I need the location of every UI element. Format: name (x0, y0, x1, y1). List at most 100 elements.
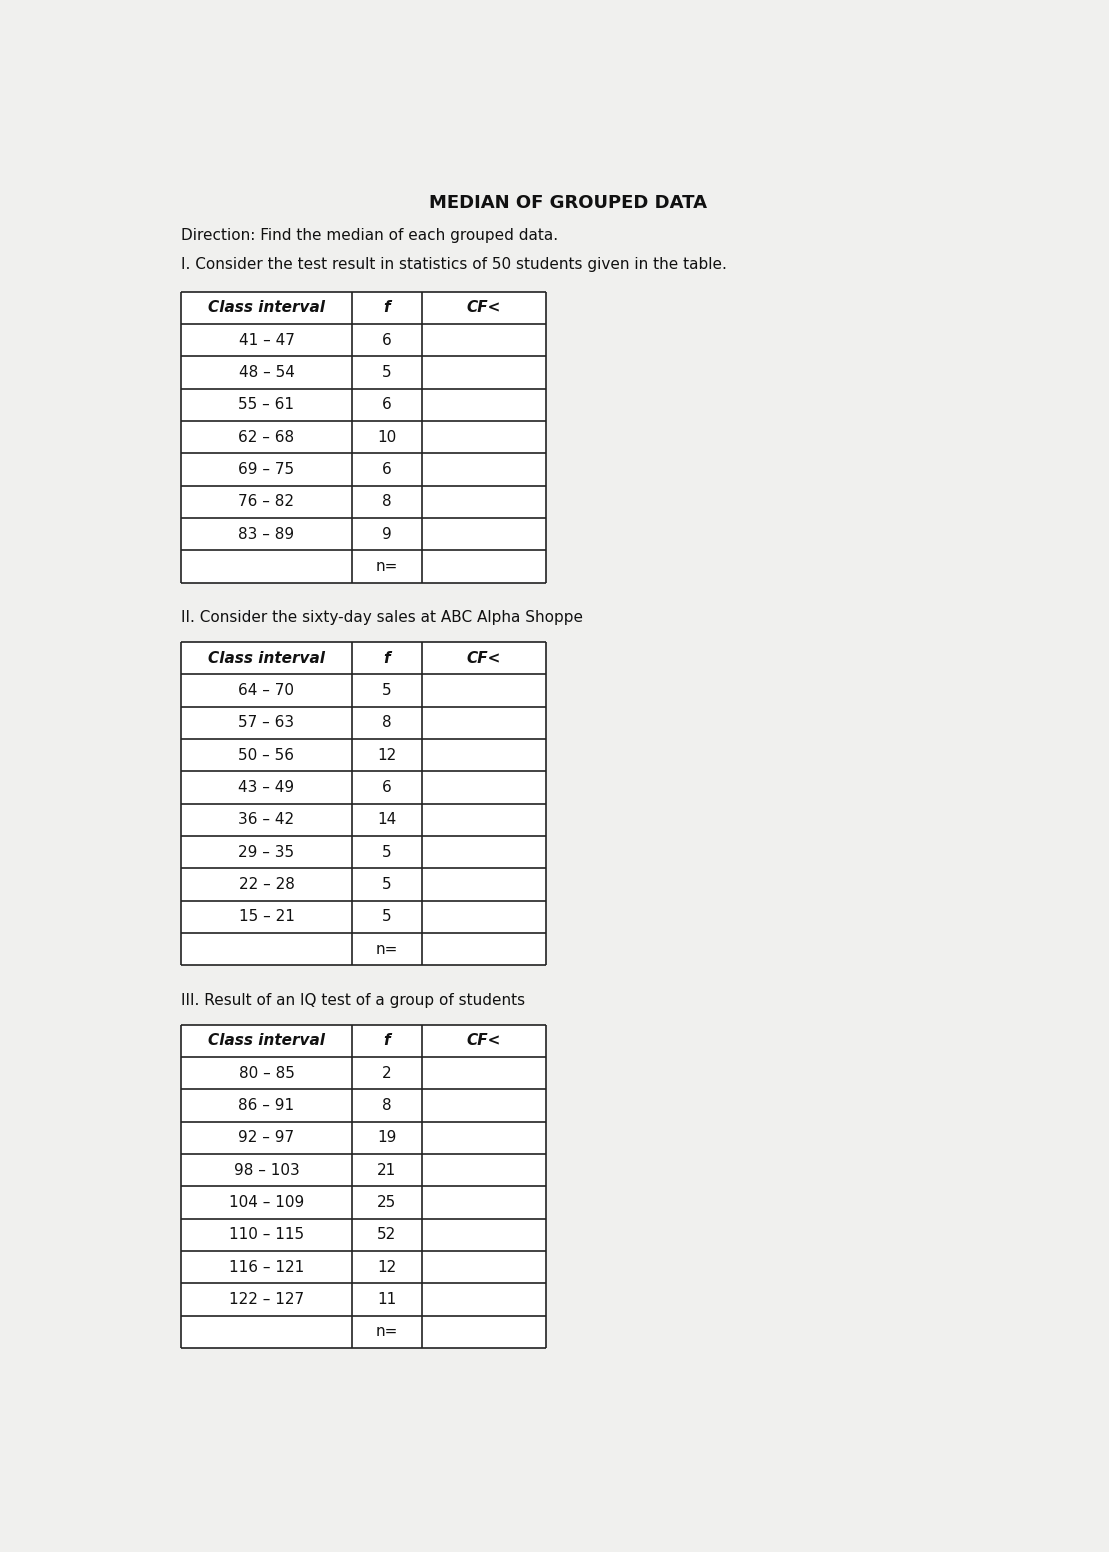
Text: 83 – 89: 83 – 89 (238, 526, 295, 542)
Text: Class interval: Class interval (208, 650, 325, 666)
Text: MEDIAN OF GROUPED DATA: MEDIAN OF GROUPED DATA (429, 194, 708, 213)
Bar (181, 1316, 352, 1349)
Text: 104 – 109: 104 – 109 (228, 1195, 304, 1211)
Bar (352, 869, 421, 900)
Text: 22 – 28: 22 – 28 (238, 877, 294, 892)
Text: 6: 6 (381, 462, 391, 476)
Bar (181, 453, 352, 486)
Text: 9: 9 (381, 526, 391, 542)
Bar (181, 486, 352, 518)
Bar (352, 837, 421, 869)
Bar (421, 900, 546, 933)
Bar (181, 551, 352, 584)
Text: 2: 2 (381, 1066, 391, 1080)
Bar (181, 518, 352, 551)
Bar (181, 739, 352, 771)
Bar (421, 1186, 546, 1218)
Text: 57 – 63: 57 – 63 (238, 715, 295, 731)
Bar (181, 771, 352, 804)
Bar (421, 869, 546, 900)
Text: 48 – 54: 48 – 54 (238, 365, 294, 380)
Bar (181, 1057, 352, 1090)
Bar (181, 1218, 352, 1251)
Bar (352, 1284, 421, 1316)
Text: 6: 6 (381, 781, 391, 795)
Bar (421, 453, 546, 486)
Bar (352, 1316, 421, 1349)
Bar (352, 1218, 421, 1251)
Bar (352, 292, 421, 324)
Bar (181, 900, 352, 933)
Bar (181, 869, 352, 900)
Bar (421, 1057, 546, 1090)
Bar (181, 1155, 352, 1186)
Bar (352, 739, 421, 771)
Bar (421, 388, 546, 421)
Bar (421, 1218, 546, 1251)
Bar (421, 1316, 546, 1349)
Bar (352, 357, 421, 388)
Bar (352, 551, 421, 584)
Text: 76 – 82: 76 – 82 (238, 495, 295, 509)
Bar (421, 643, 546, 675)
Bar (181, 706, 352, 739)
Text: 6: 6 (381, 332, 391, 348)
Bar (181, 324, 352, 357)
Text: Class interval: Class interval (208, 1034, 325, 1049)
Bar (352, 900, 421, 933)
Bar (352, 1090, 421, 1122)
Bar (421, 518, 546, 551)
Text: 5: 5 (381, 683, 391, 698)
Bar (352, 518, 421, 551)
Bar (421, 706, 546, 739)
Bar (181, 1024, 352, 1057)
Bar (181, 421, 352, 453)
Text: f: f (384, 301, 390, 315)
Bar (352, 1155, 421, 1186)
Text: 12: 12 (377, 1260, 396, 1274)
Bar (421, 739, 546, 771)
Bar (421, 1024, 546, 1057)
Text: 55 – 61: 55 – 61 (238, 397, 295, 413)
Text: 116 – 121: 116 – 121 (228, 1260, 304, 1274)
Bar (181, 388, 352, 421)
Bar (421, 486, 546, 518)
Text: 5: 5 (381, 877, 391, 892)
Text: 110 – 115: 110 – 115 (228, 1228, 304, 1243)
Text: 98 – 103: 98 – 103 (234, 1162, 299, 1178)
Text: 25: 25 (377, 1195, 396, 1211)
Text: I. Consider the test result in statistics of 50 students given in the table.: I. Consider the test result in statistic… (181, 258, 728, 272)
Text: 41 – 47: 41 – 47 (238, 332, 294, 348)
Text: f: f (384, 1034, 390, 1049)
Bar (181, 357, 352, 388)
Bar (181, 1122, 352, 1155)
Text: 21: 21 (377, 1162, 396, 1178)
Text: Class interval: Class interval (208, 301, 325, 315)
Bar (352, 643, 421, 675)
Text: CF<: CF< (466, 650, 500, 666)
Text: 14: 14 (377, 812, 396, 827)
Bar (352, 486, 421, 518)
Text: 19: 19 (377, 1130, 396, 1145)
Bar (181, 643, 352, 675)
Bar (421, 357, 546, 388)
Bar (352, 453, 421, 486)
Text: 8: 8 (381, 715, 391, 731)
Text: 5: 5 (381, 365, 391, 380)
Bar (421, 804, 546, 837)
Bar (421, 1284, 546, 1316)
Bar (181, 675, 352, 706)
Bar (352, 706, 421, 739)
Text: 92 – 97: 92 – 97 (238, 1130, 295, 1145)
Text: 6: 6 (381, 397, 391, 413)
Text: 8: 8 (381, 1099, 391, 1113)
Text: 12: 12 (377, 748, 396, 762)
Text: Direction: Find the median of each grouped data.: Direction: Find the median of each group… (181, 228, 558, 244)
Bar (352, 1057, 421, 1090)
Text: II. Consider the sixty-day sales at ABC Alpha Shoppe: II. Consider the sixty-day sales at ABC … (181, 610, 583, 625)
Bar (352, 324, 421, 357)
Bar (421, 1251, 546, 1284)
Text: 62 – 68: 62 – 68 (238, 430, 295, 445)
Bar (181, 1186, 352, 1218)
Text: 5: 5 (381, 909, 391, 925)
